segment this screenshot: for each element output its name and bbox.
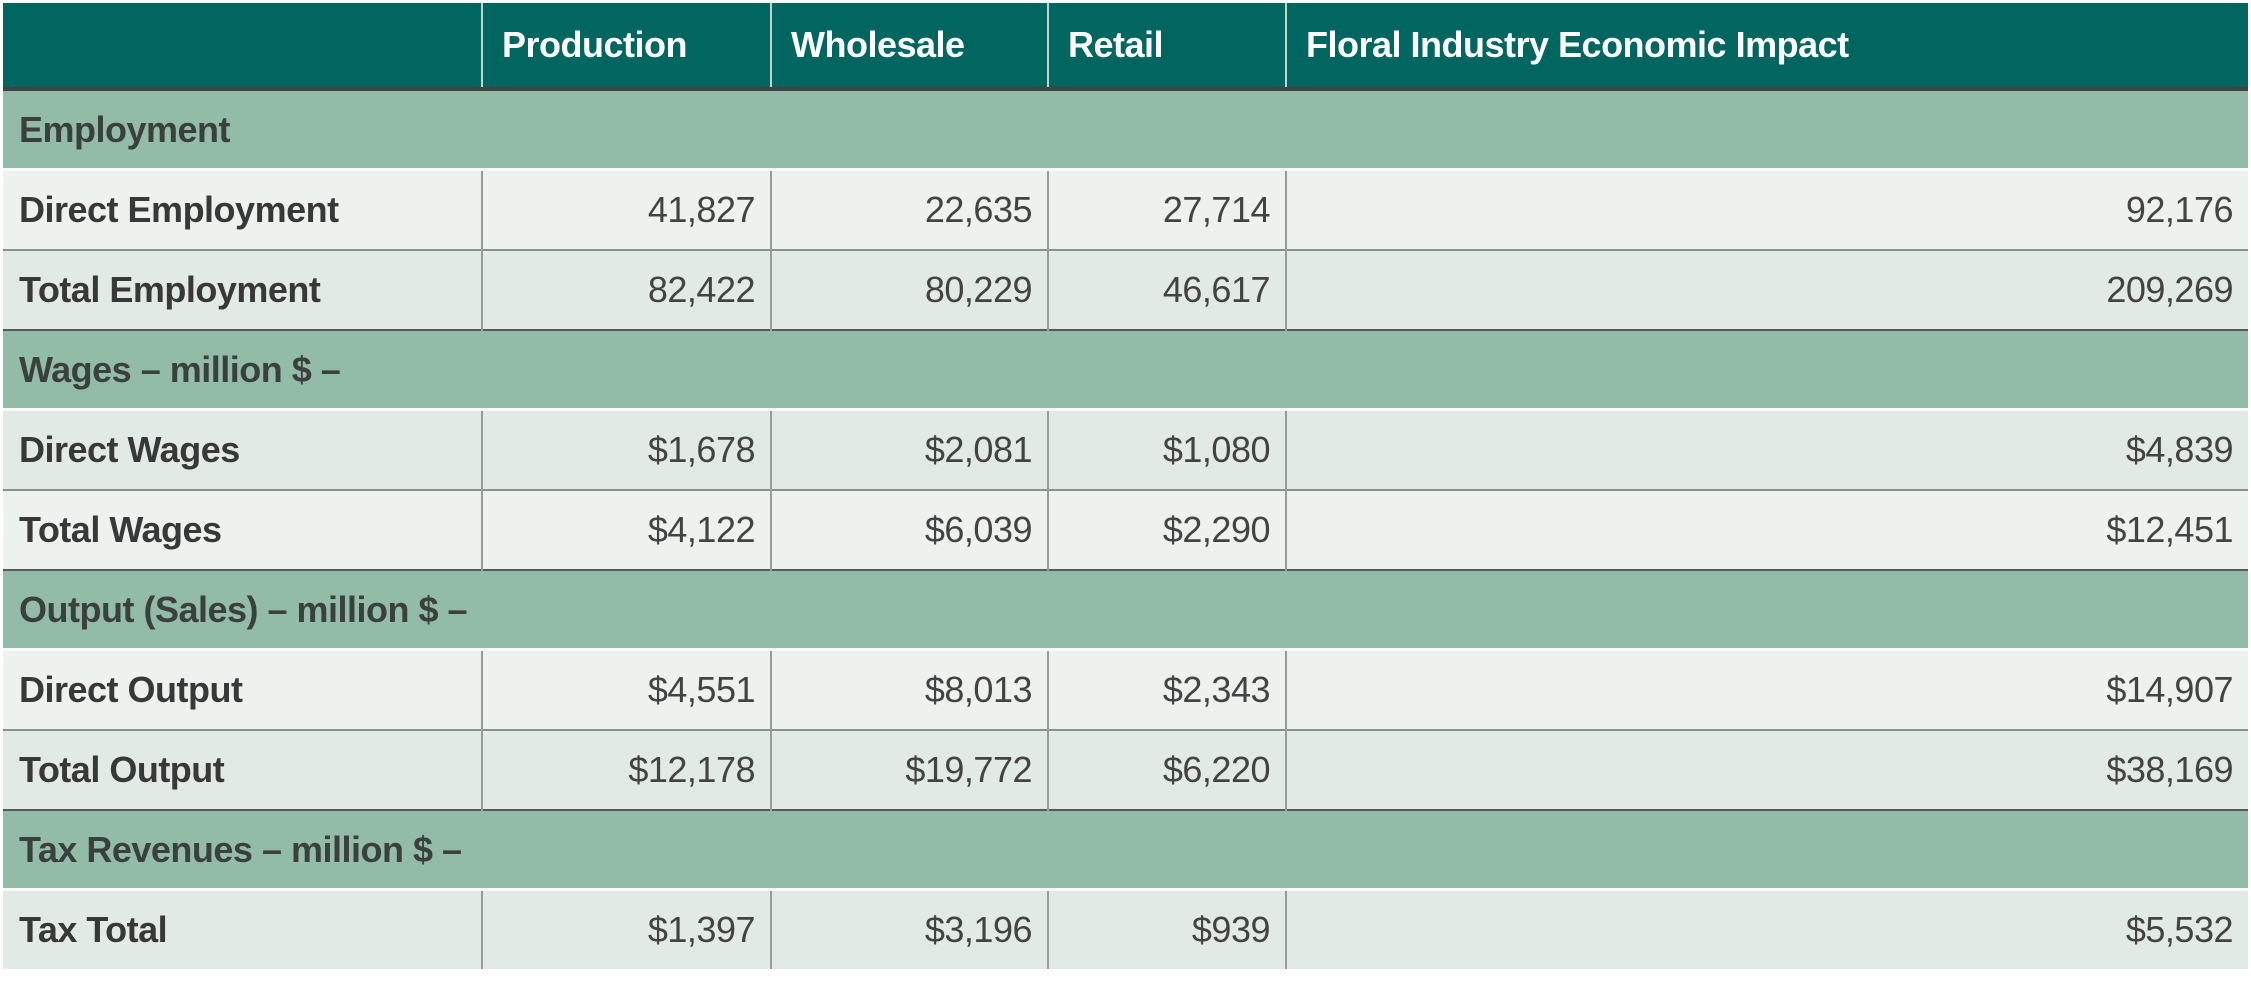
row-label: Direct Output — [3, 649, 482, 730]
header-cell-blank — [3, 3, 482, 91]
header-row: Production Wholesale Retail Floral Indus… — [3, 3, 2248, 91]
value-cell: $4,551 — [481, 649, 771, 730]
value-cell: $2,343 — [1047, 649, 1286, 730]
header-cell-retail: Retail — [1047, 3, 1286, 91]
row-label: Tax Total — [3, 889, 482, 969]
value-cell: $6,039 — [770, 489, 1048, 570]
value-cell: 46,617 — [1047, 249, 1286, 330]
value-cell: 22,635 — [770, 169, 1048, 250]
value-cell: $8,013 — [770, 649, 1048, 730]
value-cell: 209,269 — [1285, 249, 2248, 330]
section-row-tax-revenues: Tax Revenues – million $ – — [3, 809, 2248, 891]
section-title: Wages – million $ – — [3, 329, 2248, 411]
value-cell: $5,532 — [1285, 889, 2248, 969]
row-direct-employment: Direct Employment 41,827 22,635 27,714 9… — [3, 169, 2248, 250]
value-cell: 92,176 — [1285, 169, 2248, 250]
row-total-wages: Total Wages $4,122 $6,039 $2,290 $12,451 — [3, 489, 2248, 570]
row-total-employment: Total Employment 82,422 80,229 46,617 20… — [3, 249, 2248, 330]
section-title: Tax Revenues – million $ – — [3, 809, 2248, 891]
value-cell: 27,714 — [1047, 169, 1286, 250]
row-label: Total Output — [3, 729, 482, 810]
value-cell: 80,229 — [770, 249, 1048, 330]
row-label: Direct Wages — [3, 409, 482, 490]
section-row-employment: Employment — [3, 88, 2248, 171]
value-cell: $6,220 — [1047, 729, 1286, 810]
section-title: Employment — [3, 88, 2248, 171]
value-cell: $2,290 — [1047, 489, 1286, 570]
value-cell: $2,081 — [770, 409, 1048, 490]
row-direct-wages: Direct Wages $1,678 $2,081 $1,080 $4,839 — [3, 409, 2248, 490]
floral-impact-table: Production Wholesale Retail Floral Indus… — [3, 3, 2248, 969]
section-row-wages: Wages – million $ – — [3, 329, 2248, 411]
value-cell: $4,122 — [481, 489, 771, 570]
value-cell: 41,827 — [481, 169, 771, 250]
value-cell: $4,839 — [1285, 409, 2248, 490]
row-label: Direct Employment — [3, 169, 482, 250]
row-label: Total Wages — [3, 489, 482, 570]
value-cell: $1,397 — [481, 889, 771, 969]
value-cell: $38,169 — [1285, 729, 2248, 810]
row-tax-total: Tax Total $1,397 $3,196 $939 $5,532 — [3, 889, 2248, 969]
header-cell-production: Production — [481, 3, 771, 91]
value-cell: $19,772 — [770, 729, 1048, 810]
table-title-floral-industry-economic-impact: Floral Industry Economic Impact — [1285, 3, 2248, 91]
row-label: Total Employment — [3, 249, 482, 330]
row-direct-output: Direct Output $4,551 $8,013 $2,343 $14,9… — [3, 649, 2248, 730]
value-cell: 82,422 — [481, 249, 771, 330]
value-cell: $12,451 — [1285, 489, 2248, 570]
value-cell: $1,678 — [481, 409, 771, 490]
header-cell-wholesale: Wholesale — [770, 3, 1048, 91]
value-cell: $14,907 — [1285, 649, 2248, 730]
value-cell: $939 — [1047, 889, 1286, 969]
value-cell: $12,178 — [481, 729, 771, 810]
row-total-output: Total Output $12,178 $19,772 $6,220 $38,… — [3, 729, 2248, 810]
section-row-output-sales: Output (Sales) – million $ – — [3, 569, 2248, 651]
value-cell: $3,196 — [770, 889, 1048, 969]
section-title: Output (Sales) – million $ – — [3, 569, 2248, 651]
value-cell: $1,080 — [1047, 409, 1286, 490]
